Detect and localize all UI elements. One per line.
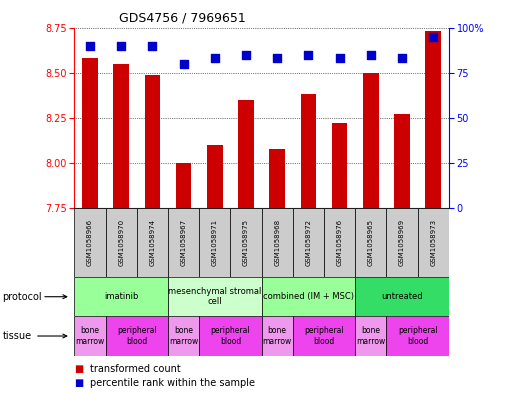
Text: transformed count: transformed count (90, 364, 181, 374)
Text: protocol: protocol (3, 292, 42, 302)
Bar (262, 208, 293, 277)
Text: combined (IM + MSC): combined (IM + MSC) (263, 292, 354, 301)
Bar (199, 208, 230, 277)
Bar (324, 208, 355, 277)
Bar (145, 75, 160, 208)
Text: percentile rank within the sample: percentile rank within the sample (90, 378, 255, 388)
Point (117, 42, 125, 49)
Point (242, 51, 250, 58)
Point (273, 55, 281, 61)
Text: tissue: tissue (3, 331, 32, 341)
Text: bone
marrow: bone marrow (75, 326, 105, 346)
Bar (168, 316, 199, 356)
Bar (82, 58, 98, 208)
Bar (386, 208, 418, 277)
Text: GSM1058971: GSM1058971 (212, 219, 218, 266)
Text: bone
marrow: bone marrow (263, 326, 292, 346)
Bar (176, 163, 191, 208)
Bar (262, 277, 355, 316)
Point (211, 55, 219, 61)
Bar (425, 31, 441, 208)
Bar (293, 208, 324, 277)
Bar (355, 316, 386, 356)
Text: peripheral
blood: peripheral blood (211, 326, 250, 346)
Bar (332, 123, 347, 208)
Bar (363, 73, 379, 208)
Text: ■: ■ (74, 364, 84, 374)
Bar (168, 277, 262, 316)
Text: GSM1058975: GSM1058975 (243, 219, 249, 266)
Bar (293, 316, 355, 356)
Bar (269, 149, 285, 208)
Bar (355, 208, 386, 277)
Bar (168, 208, 199, 277)
Text: GSM1058969: GSM1058969 (399, 219, 405, 266)
Text: GSM1058968: GSM1058968 (274, 219, 280, 266)
Text: peripheral
blood: peripheral blood (304, 326, 344, 346)
Bar (199, 316, 262, 356)
Point (336, 55, 344, 61)
Bar (355, 277, 449, 316)
Bar (113, 64, 129, 208)
Text: bone
marrow: bone marrow (356, 326, 385, 346)
Point (429, 33, 438, 40)
Text: bone
marrow: bone marrow (169, 326, 198, 346)
Bar (262, 316, 293, 356)
Text: GSM1058972: GSM1058972 (305, 219, 311, 266)
Point (304, 51, 312, 58)
Text: GSM1058965: GSM1058965 (368, 219, 374, 266)
Bar (418, 208, 449, 277)
Text: mesenchymal stromal
cell: mesenchymal stromal cell (168, 287, 262, 307)
Bar (74, 277, 168, 316)
Text: GSM1058970: GSM1058970 (118, 219, 124, 266)
Text: imatinib: imatinib (104, 292, 139, 301)
Bar (74, 208, 106, 277)
Point (398, 55, 406, 61)
Bar (137, 208, 168, 277)
Text: GSM1058976: GSM1058976 (337, 219, 343, 266)
Text: GSM1058966: GSM1058966 (87, 219, 93, 266)
Point (148, 42, 156, 49)
Bar (74, 316, 106, 356)
Text: peripheral
blood: peripheral blood (117, 326, 156, 346)
Text: peripheral
blood: peripheral blood (398, 326, 438, 346)
Point (180, 61, 188, 67)
Bar (106, 316, 168, 356)
Text: GSM1058974: GSM1058974 (149, 219, 155, 266)
Text: GSM1058973: GSM1058973 (430, 219, 436, 266)
Point (367, 51, 375, 58)
Bar (106, 208, 137, 277)
Bar (301, 94, 316, 208)
Bar (394, 114, 410, 208)
Text: GSM1058967: GSM1058967 (181, 219, 187, 266)
Bar (207, 145, 223, 208)
Text: untreated: untreated (381, 292, 423, 301)
Bar (238, 100, 254, 208)
Text: ■: ■ (74, 378, 84, 388)
Text: GDS4756 / 7969651: GDS4756 / 7969651 (120, 12, 246, 25)
Bar (230, 208, 262, 277)
Point (86, 42, 94, 49)
Bar (386, 316, 449, 356)
